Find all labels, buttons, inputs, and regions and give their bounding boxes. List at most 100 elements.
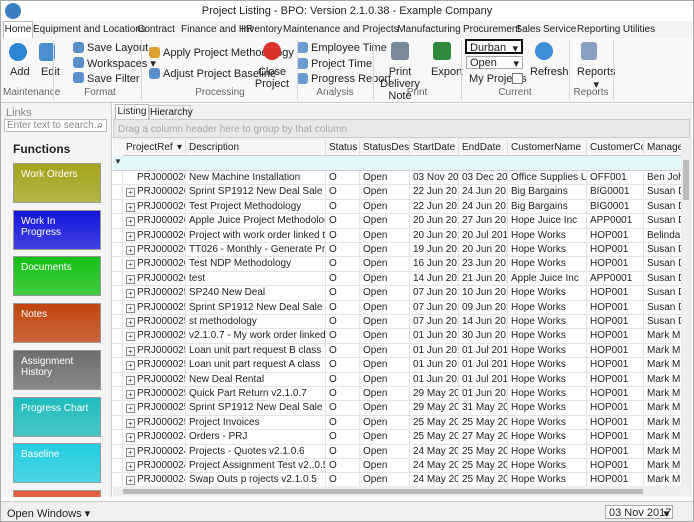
- cell[interactable]: Open: [360, 415, 410, 431]
- app-icon[interactable]: [5, 3, 21, 19]
- scroll-thumb[interactable]: [123, 489, 643, 494]
- expand-icon[interactable]: +: [126, 289, 135, 299]
- cell[interactable]: PRJ0000249: [123, 430, 186, 445]
- cell[interactable]: O: [326, 430, 360, 445]
- cell[interactable]: 07 Jun 2017: [410, 315, 459, 330]
- cell[interactable]: Mark Mud: [644, 459, 681, 474]
- cell[interactable]: O: [326, 372, 360, 387]
- cell[interactable]: Hope Works: [508, 372, 587, 387]
- cell[interactable]: Open: [360, 401, 410, 416]
- cell[interactable]: Hope Works: [508, 444, 587, 459]
- cell[interactable]: Ben Johns: [644, 171, 681, 186]
- menu-tab[interactable]: Finance and HR: [181, 24, 254, 35]
- cell[interactable]: Office Supplies Unli...: [508, 171, 587, 186]
- expand-icon[interactable]: +: [126, 476, 135, 486]
- cell[interactable]: Mark Mud: [644, 387, 681, 402]
- column-header[interactable]: Status: [326, 140, 360, 156]
- cell[interactable]: Hope Works: [508, 459, 587, 474]
- cell[interactable]: Mark Mud: [644, 401, 681, 416]
- cell[interactable]: Test Project Methodology: [186, 199, 326, 215]
- cell[interactable]: 23 Jun 2017: [459, 257, 508, 272]
- cell[interactable]: 19 Jun 2017: [410, 243, 459, 258]
- ribbon-button[interactable]: Add: [10, 66, 30, 78]
- cell[interactable]: 01 Jun 2017: [410, 358, 459, 373]
- cell[interactable]: Open: [360, 286, 410, 301]
- cell[interactable]: HOP001: [587, 415, 644, 431]
- cell[interactable]: HOP001: [587, 430, 644, 445]
- expand-icon[interactable]: +: [126, 462, 135, 471]
- cell[interactable]: Open: [360, 343, 410, 359]
- cell[interactable]: 24 Jun 2017: [459, 199, 508, 215]
- ribbon-button[interactable]: Progress Report: [311, 73, 392, 85]
- cell[interactable]: Susan Du: [644, 185, 681, 200]
- cell[interactable]: Quick Part Return v2.1.0.7: [186, 387, 326, 402]
- cell[interactable]: Open: [360, 329, 410, 344]
- cell[interactable]: Hope Works: [508, 300, 587, 315]
- cell[interactable]: 16 Jun 2017: [410, 257, 459, 272]
- cell[interactable]: HOP001: [587, 444, 644, 459]
- cell[interactable]: Open: [360, 387, 410, 402]
- column-header[interactable]: EndDate: [459, 140, 508, 156]
- expand-icon[interactable]: +: [126, 188, 135, 198]
- cell[interactable]: PRJ0000260: [123, 271, 186, 287]
- cell[interactable]: Mark Mud: [644, 473, 681, 486]
- cell[interactable]: PRJ0000259: [123, 286, 186, 301]
- cell[interactable]: 03 Nov 2017: [410, 171, 459, 186]
- cell[interactable]: 09 Jun 2017: [459, 300, 508, 315]
- function-tile[interactable]: Baseline: [13, 443, 101, 484]
- cell[interactable]: PRJ0000254: [123, 358, 186, 373]
- cell[interactable]: HOP001: [587, 473, 644, 486]
- cell[interactable]: PRJ0000265: [123, 199, 186, 215]
- menu-tab[interactable]: Maintenance and Projects: [283, 24, 399, 35]
- menu-tab[interactable]: Inventory: [241, 24, 283, 35]
- ribbon-button[interactable]: Print Delivery Note: [380, 66, 420, 102]
- cell[interactable]: Open: [360, 358, 410, 373]
- cell[interactable]: 25 May 2017: [459, 415, 508, 431]
- cell[interactable]: O: [326, 415, 360, 431]
- ribbon-button[interactable]: Save Filter: [87, 73, 140, 85]
- cell[interactable]: 31 May 2017: [459, 401, 508, 416]
- cell[interactable]: Project Invoices: [186, 415, 326, 431]
- cell[interactable]: Susan Du: [644, 243, 681, 258]
- open-windows[interactable]: Open Windows ▾: [7, 508, 91, 520]
- cell[interactable]: Hope Works: [508, 315, 587, 330]
- menu-tab[interactable]: Procurement: [463, 24, 521, 35]
- expand-icon[interactable]: +: [126, 303, 135, 313]
- cell[interactable]: Susan Du: [644, 315, 681, 330]
- cell[interactable]: Loan unit part request A class: [186, 358, 326, 373]
- cell[interactable]: OFF001: [587, 171, 644, 186]
- cell[interactable]: O: [326, 459, 360, 474]
- expand-icon[interactable]: +: [126, 217, 135, 227]
- function-tile[interactable]: Documents: [13, 256, 101, 297]
- expand-icon[interactable]: +: [126, 318, 135, 327]
- cell[interactable]: Apple Juice Inc: [508, 271, 587, 287]
- cell[interactable]: 01 Jun 2017: [410, 372, 459, 387]
- cell[interactable]: 14 Jun 2017: [410, 271, 459, 287]
- menu-tab[interactable]: Sales: [515, 24, 541, 35]
- expand-icon[interactable]: +: [126, 375, 135, 385]
- cell[interactable]: Open: [360, 228, 410, 243]
- cell[interactable]: 24 May 2017: [410, 459, 459, 474]
- cell[interactable]: 01 Jun 2017: [410, 343, 459, 359]
- function-tile[interactable]: Contacts: [13, 489, 101, 497]
- column-header[interactable]: CustomerName: [508, 140, 587, 156]
- cell[interactable]: O: [326, 214, 360, 229]
- function-tile[interactable]: Notes: [13, 303, 101, 344]
- expand-icon[interactable]: +: [126, 447, 135, 457]
- cell[interactable]: PRJ0000261: [123, 257, 186, 272]
- expand-icon[interactable]: +: [126, 260, 135, 270]
- cell[interactable]: HOP001: [587, 372, 644, 387]
- vertical-scrollbar[interactable]: [681, 140, 691, 486]
- cell[interactable]: Mark Mud: [644, 344, 681, 359]
- cell[interactable]: O: [326, 343, 360, 359]
- column-header[interactable]: ProjectRef ▾: [123, 140, 186, 156]
- cell[interactable]: HOP001: [587, 329, 644, 344]
- cell[interactable]: 20 Jun 2017: [459, 243, 508, 258]
- cell[interactable]: O: [326, 444, 360, 459]
- cell[interactable]: PRJ0000262: [123, 243, 186, 258]
- cell[interactable]: Open: [360, 473, 410, 486]
- expand-icon[interactable]: +: [126, 246, 135, 255]
- cell[interactable]: 24 May 2017: [410, 473, 459, 486]
- cell[interactable]: 21 Jun 2017: [459, 271, 508, 287]
- cell[interactable]: Open: [360, 300, 410, 315]
